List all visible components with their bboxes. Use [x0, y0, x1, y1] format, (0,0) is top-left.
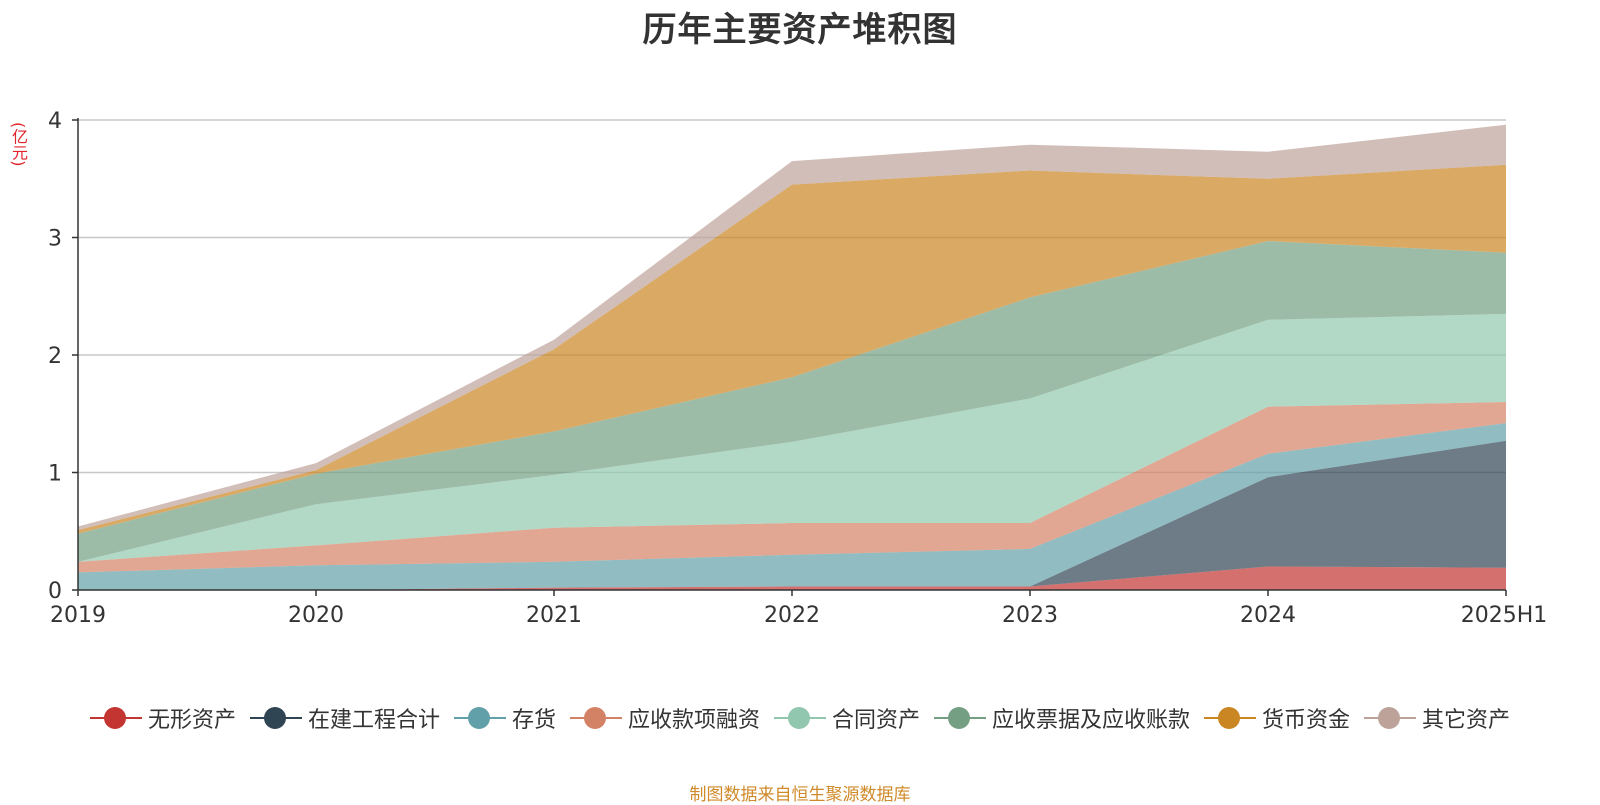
legend-label: 存货	[511, 708, 556, 733]
area-应收款项融资[interactable]	[78, 402, 1506, 573]
legend-label: 在建工程合计	[307, 708, 440, 733]
y-tick-label: 1	[48, 462, 62, 487]
area-series	[78, 124, 1506, 591]
legend-label: 应收款项融资	[627, 708, 760, 733]
legend-label: 合同资产	[832, 708, 921, 733]
legend: 无形资产 在建工程合计 存货 应收款项融资 合同资产 应收票据及应收账款 货币资金 其它资产	[0, 700, 1600, 736]
legend-marker-icon	[774, 705, 826, 731]
y-tick-label: 3	[48, 227, 62, 252]
legend-marker-icon	[453, 705, 506, 731]
chart-title: 历年主要资产堆积图	[642, 10, 958, 50]
legend-marker-icon	[1204, 705, 1257, 731]
x-tick-label: 2024	[1240, 603, 1296, 628]
stacked-area-chart: 0 1 2 3 4 2019 2020 2021 2022 2023 2024 2025H1	[48, 109, 1547, 628]
x-tick-label: 2022	[764, 603, 820, 628]
legend-marker-icon	[249, 705, 302, 731]
area-在建工程合计[interactable]	[78, 440, 1506, 590]
legend-marker-icon	[569, 705, 622, 731]
legend-marker-icon	[1364, 705, 1417, 731]
x-tick-label: 2019	[50, 603, 106, 628]
x-tick-label: 2023	[1002, 603, 1058, 628]
source-note: 制图数据来自恒生聚源数据库	[689, 785, 911, 805]
legend-label: 应收票据及应收账款	[992, 708, 1191, 733]
legend-item[interactable]: 无形资产	[89, 702, 236, 734]
area-应收票据及应收账款[interactable]	[78, 241, 1506, 562]
legend-marker-icon	[934, 705, 987, 731]
y-tick-label: 4	[48, 109, 62, 134]
x-tick-label: 2020	[288, 603, 344, 628]
y-axis-unit-label: (亿元)	[9, 122, 28, 167]
legend-item[interactable]: 应收款项融资	[569, 702, 760, 734]
legend-marker-icon	[89, 705, 142, 731]
legend-item[interactable]: 合同资产	[774, 702, 920, 734]
legend-item[interactable]: 应收票据及应收账款	[934, 702, 1190, 734]
legend-item[interactable]: 在建工程合计	[249, 702, 440, 734]
area-合同资产[interactable]	[78, 313, 1506, 562]
x-tick-label: 2021	[526, 603, 582, 628]
legend-item[interactable]: 存货	[453, 702, 556, 734]
area-货币资金[interactable]	[78, 164, 1506, 534]
axes: 0 1 2 3 4 2019 2020 2021 2022 2023 2024 2025H1	[48, 109, 1547, 628]
area-无形资产[interactable]	[78, 566, 1506, 591]
y-tick-label: 0	[48, 579, 62, 604]
legend-item[interactable]: 货币资金	[1204, 702, 1350, 734]
legend-label: 货币资金	[1262, 708, 1351, 733]
legend-label: 其它资产	[1422, 708, 1511, 733]
area-存货[interactable]	[78, 423, 1506, 590]
y-tick-label: 2	[48, 344, 62, 369]
area-其它资产[interactable]	[78, 124, 1506, 531]
x-tick-label: 2025H1	[1461, 603, 1548, 628]
legend-label: 无形资产	[147, 708, 236, 733]
legend-item[interactable]: 其它资产	[1364, 702, 1510, 734]
